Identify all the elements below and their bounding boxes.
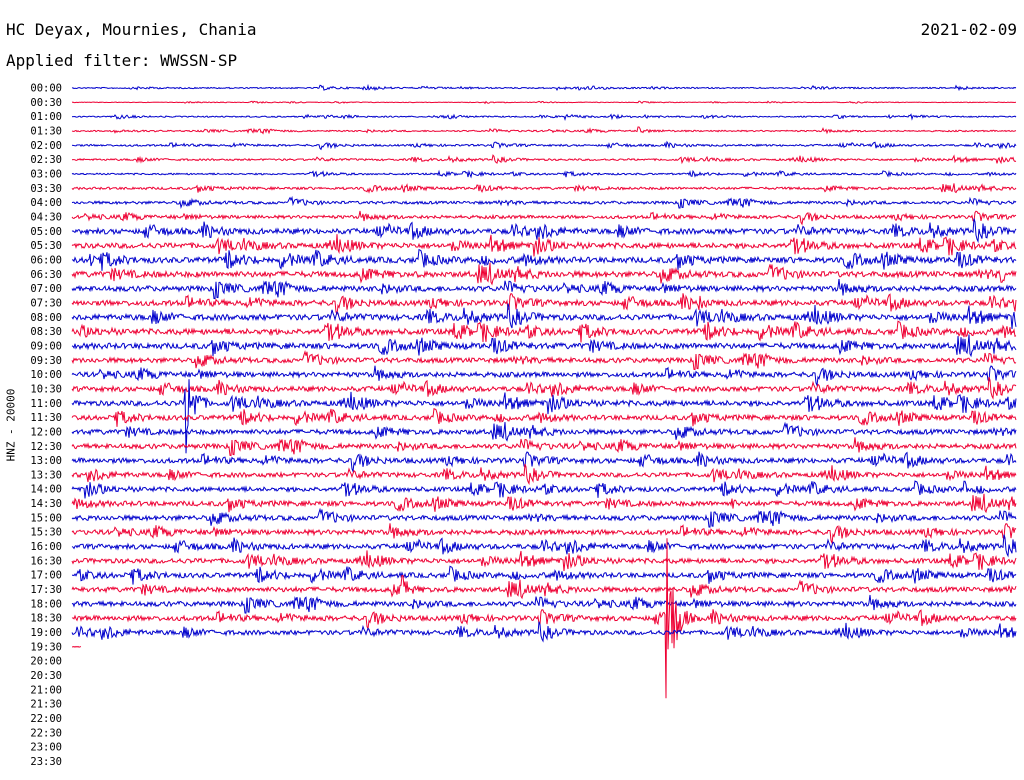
trace-row-0200 <box>71 140 1017 151</box>
trace-row-1600 <box>71 534 1017 558</box>
row-time-label: 20:00 <box>30 656 62 668</box>
row-time-label: 05:30 <box>30 240 62 252</box>
trace-row-1400 <box>71 480 1017 499</box>
record-date: 2021-02-09 <box>920 20 1017 39</box>
trace-row-1230 <box>71 437 1017 457</box>
trace-row-1900 <box>71 621 1017 643</box>
row-time-label: 21:30 <box>30 699 62 711</box>
row-time-label: 19:00 <box>30 627 62 639</box>
row-time-label: 01:00 <box>30 111 62 123</box>
row-time-label: 03:00 <box>30 168 62 180</box>
trace-row-0730 <box>71 292 1017 315</box>
row-time-label: 07:30 <box>30 297 62 309</box>
row-time-label: 07:00 <box>30 283 62 295</box>
row-time-label: 09:00 <box>30 340 62 352</box>
trace-row-0800 <box>71 303 1017 330</box>
row-time-label: 16:30 <box>30 555 62 567</box>
row-time-label: 06:00 <box>30 254 62 266</box>
row-time-label: 03:30 <box>30 183 62 195</box>
trace-row-1100 <box>71 379 1017 454</box>
trace-row-1200 <box>71 421 1017 442</box>
row-time-label: 17:00 <box>30 570 62 582</box>
row-time-label: 20:30 <box>30 670 62 682</box>
trace-row-1130 <box>71 407 1017 427</box>
trace-row-0600 <box>71 248 1017 271</box>
trace-row-1730 <box>71 575 1017 600</box>
time-axis-labels: 00:00 00:30 01:00 01:30 02:00 02:30 03:00 03:30… <box>30 83 62 769</box>
trace-row-1530 <box>71 522 1017 545</box>
trace-row-0130 <box>71 126 1017 135</box>
trace-row-0530 <box>71 234 1017 257</box>
row-time-label: 15:00 <box>30 512 62 524</box>
trace-row-0500 <box>71 218 1017 244</box>
row-time-label: 18:00 <box>30 598 62 610</box>
row-time-label: 22:00 <box>30 713 62 725</box>
trace-row-0830 <box>71 320 1017 343</box>
row-time-label: 11:00 <box>30 398 62 410</box>
row-time-label: 02:30 <box>30 154 62 166</box>
row-time-label: 19:30 <box>30 641 62 653</box>
row-time-label: 12:00 <box>30 426 62 438</box>
trace-row-1500 <box>71 507 1017 528</box>
row-time-label: 21:00 <box>30 684 62 696</box>
row-time-label: 14:00 <box>30 484 62 496</box>
row-time-label: 13:30 <box>30 469 62 481</box>
row-time-label: 23:30 <box>30 756 62 768</box>
row-time-label: 04:30 <box>30 211 62 223</box>
trace-row-1430 <box>71 493 1017 514</box>
row-time-label: 08:00 <box>30 312 62 324</box>
trace-row-1630 <box>71 550 1017 571</box>
row-time-label: 11:30 <box>30 412 62 424</box>
trace-row-0000 <box>71 83 1017 92</box>
row-time-label: 01:30 <box>30 125 62 137</box>
row-time-label: 22:30 <box>30 727 62 739</box>
trace-row-0630 <box>71 262 1017 286</box>
filter-label: Applied filter: WWSSN-SP <box>6 51 238 70</box>
trace-row-0700 <box>71 278 1017 300</box>
trace-row-0230 <box>71 154 1017 165</box>
row-time-label: 15:30 <box>30 527 62 539</box>
row-time-label: 23:00 <box>30 742 62 754</box>
trace-row-1800 <box>71 594 1017 614</box>
trace-row-0100 <box>71 113 1017 122</box>
trace-row-0030 <box>71 100 1017 105</box>
row-time-label: 18:30 <box>30 613 62 625</box>
trace-row-0900 <box>71 334 1017 358</box>
trace-row-1030 <box>71 376 1017 400</box>
row-time-label: 05:00 <box>30 226 62 238</box>
trace-row-0930 <box>71 350 1017 371</box>
row-time-label: 10:00 <box>30 369 62 381</box>
row-time-label: 12:30 <box>30 441 62 453</box>
seismic-traces <box>71 83 1017 699</box>
trace-row-1930 <box>72 645 82 648</box>
row-time-label: 17:30 <box>30 584 62 596</box>
row-time-label: 00:30 <box>30 97 62 109</box>
trace-row-0400 <box>71 195 1017 209</box>
trace-row-1330 <box>71 463 1017 486</box>
row-time-label: 08:30 <box>30 326 62 338</box>
row-time-label: 06:30 <box>30 269 62 281</box>
trace-row-0330 <box>71 183 1017 194</box>
station-title: HC Deyax, Mournies, Chania <box>6 20 257 39</box>
trace-row-0300 <box>71 169 1017 179</box>
trace-row-1830 <box>71 538 1017 699</box>
row-time-label: 02:00 <box>30 140 62 152</box>
row-time-label: 09:30 <box>30 355 62 367</box>
trace-row-1000 <box>71 365 1017 388</box>
row-time-label: 13:00 <box>30 455 62 467</box>
row-time-label: 14:30 <box>30 498 62 510</box>
trace-row-1700 <box>71 565 1017 585</box>
row-time-label: 04:00 <box>30 197 62 209</box>
row-time-label: 16:00 <box>30 541 62 553</box>
trace-row-0430 <box>71 210 1017 226</box>
trace-row-1300 <box>71 451 1017 474</box>
row-time-label: 00:00 <box>30 83 62 95</box>
row-time-label: 10:30 <box>30 383 62 395</box>
